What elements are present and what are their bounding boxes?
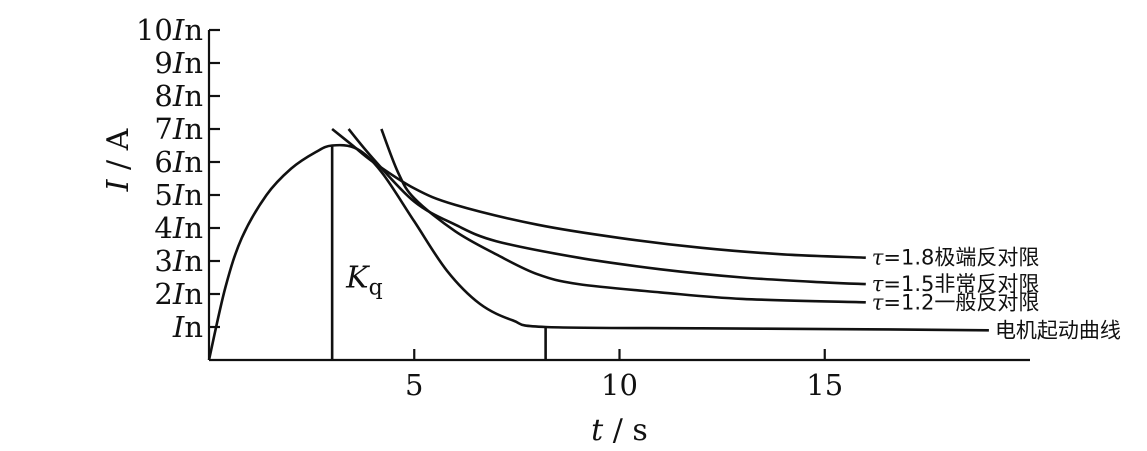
x-tick-label: 5 <box>405 368 423 402</box>
y-tick-label: 7In <box>154 112 203 146</box>
y-tick-label: 6In <box>154 145 203 179</box>
y-tick-label: 8In <box>154 79 203 113</box>
curve-tau-1-8 <box>331 127 866 259</box>
curve-motor-start <box>207 143 989 361</box>
curve-tau-1-2 <box>380 128 866 304</box>
y-axis-label: I / A <box>101 128 136 192</box>
x-tick-label: 10 <box>601 368 638 402</box>
kq-annotation: Kq <box>345 261 383 301</box>
y-tick-label: 4In <box>154 211 203 245</box>
x-ticks: 5 10 15 <box>405 349 843 402</box>
x-tick-label: 15 <box>806 368 843 402</box>
label-tau-1-8: τ=1.8极端反对限 <box>872 246 1040 270</box>
series-lines <box>207 127 989 361</box>
label-tau-1-2: τ=1.2一般反对限 <box>872 290 1040 314</box>
y-tick-label: In <box>172 310 203 344</box>
y-tick-label: 2In <box>154 277 203 311</box>
label-motor-start: 电机起动曲线 <box>995 318 1121 342</box>
y-tick-label: 3In <box>154 244 203 278</box>
y-tick-label: 5In <box>154 178 203 212</box>
label-tau-1-5: τ=1.5非常反对限 <box>872 272 1040 296</box>
y-tick-label: 9In <box>154 46 203 80</box>
y-tick-label: 10In <box>136 13 203 47</box>
x-axis-label: t / s <box>591 413 648 448</box>
curve-tau-1-5 <box>347 128 866 286</box>
